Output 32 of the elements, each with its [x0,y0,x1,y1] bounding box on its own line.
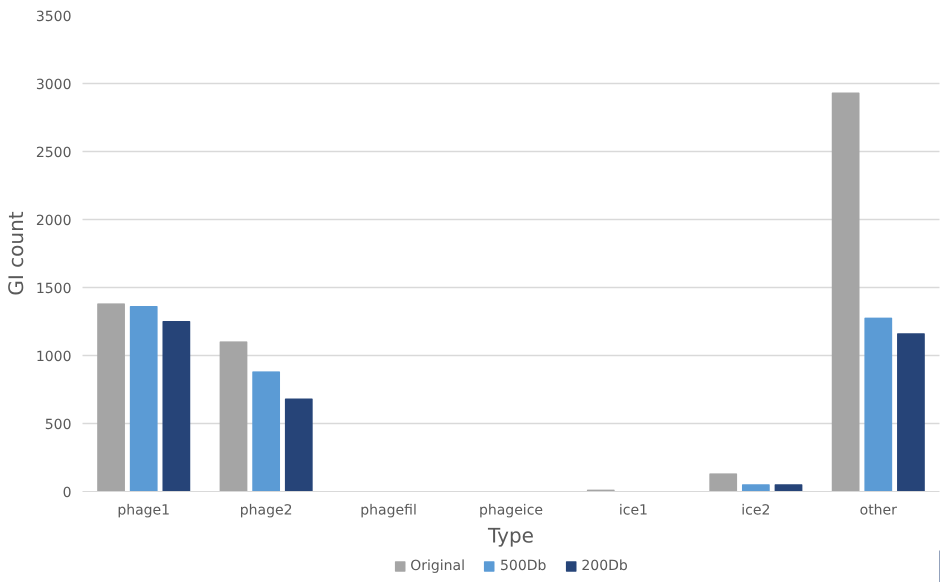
y-tick-label: 2500 [36,145,72,161]
y-tick-label: 500 [44,417,72,433]
x-axis-title: Type [487,524,534,548]
bar [897,333,925,492]
x-tick-label: ice1 [618,502,648,518]
x-tick-label: phageice [478,502,544,518]
y-tick-label: 3500 [36,9,72,25]
bar [162,321,190,492]
legend-label: 500Db [500,558,546,574]
bar [220,341,248,492]
bar [832,92,860,492]
bar [252,371,280,492]
y-tick-label: 3000 [36,77,72,93]
x-tick-label: phage1 [117,502,170,518]
y-tick-label: 2000 [36,213,72,229]
bar [97,303,125,492]
bar [284,398,313,492]
x-tick-label: ice2 [741,502,770,518]
bar [709,473,738,492]
legend-label: Original [410,558,466,574]
y-tick-label: 1500 [36,281,72,297]
bar [774,484,802,492]
bar [130,306,158,492]
y-tick-label: 0 [62,485,72,501]
x-tick-label: phage2 [240,502,293,518]
y-axis-title: GI count [4,211,28,296]
x-tick-label: other [860,502,898,518]
legend-label: 200Db [581,558,628,574]
y-tick-label: 1000 [36,349,72,365]
bar [742,484,770,492]
bar [864,318,892,492]
x-tick-label: phagefil [360,502,417,518]
